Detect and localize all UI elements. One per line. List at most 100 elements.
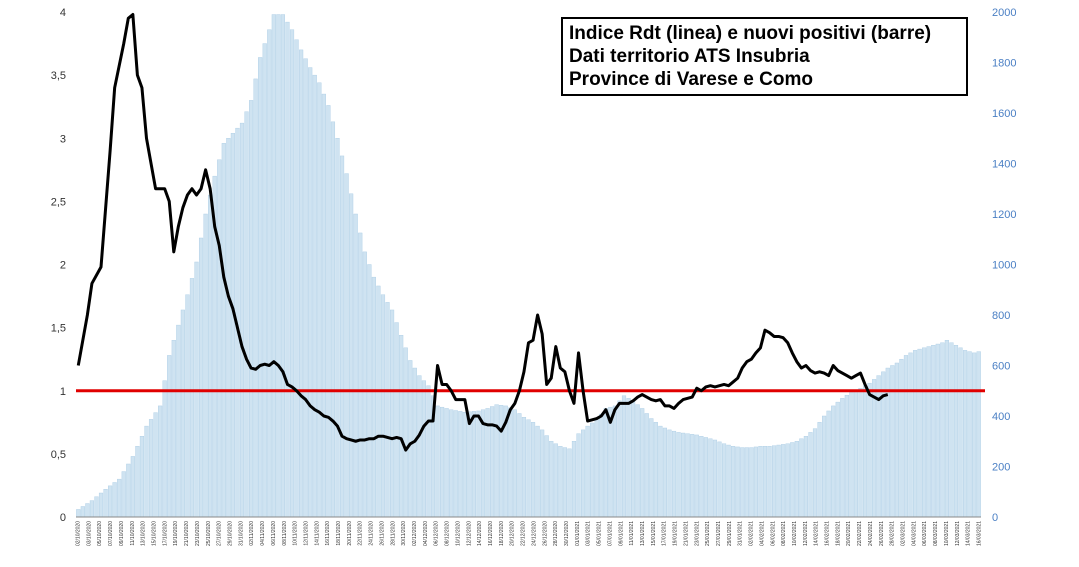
bar	[762, 446, 768, 518]
right-tick-label: 2000	[992, 7, 1016, 19]
bar	[653, 422, 658, 518]
bar	[635, 404, 640, 518]
bar	[671, 430, 677, 518]
bar	[708, 438, 713, 518]
bar	[494, 404, 499, 518]
x-tick-label: 08/11/2020	[282, 521, 288, 546]
bar	[817, 422, 822, 518]
bar	[226, 138, 231, 518]
bar	[499, 405, 504, 518]
bar	[576, 433, 581, 518]
bar	[330, 121, 336, 518]
right-tick-label: 600	[992, 361, 1010, 373]
right-tick-label: 1600	[992, 108, 1016, 120]
x-tick-label: 26/12/2020	[542, 521, 548, 546]
bar	[890, 365, 895, 518]
bar	[326, 105, 331, 518]
bar	[285, 21, 290, 518]
x-tick-label: 08/03/2021	[933, 521, 939, 546]
right-tick-label: 1800	[992, 58, 1016, 70]
bar	[567, 448, 572, 518]
bar	[453, 410, 458, 518]
x-tick-label: 10/02/2021	[792, 521, 798, 546]
bar	[417, 375, 422, 518]
bar	[126, 463, 131, 518]
x-tick-label: 31/01/2021	[738, 521, 744, 546]
bar	[167, 355, 172, 518]
bar	[376, 285, 381, 518]
x-tick-label: 22/11/2020	[358, 521, 364, 546]
bar	[735, 446, 740, 518]
bar	[844, 394, 849, 518]
right-tick-label: 1200	[992, 209, 1016, 221]
bar	[808, 432, 813, 518]
x-axis-ticks: 02/10/2020 03/10/2020 05/10/2020 07/10/2020…	[76, 521, 983, 546]
x-tick-label: 18/02/2021	[835, 521, 841, 546]
x-tick-label: 14/03/2021	[966, 521, 972, 546]
bar	[940, 342, 945, 518]
bar	[299, 49, 304, 518]
x-tick-label: 20/02/2021	[846, 521, 852, 546]
bar	[176, 324, 181, 518]
right-tick-label: 1000	[992, 260, 1016, 272]
bar	[180, 309, 185, 518]
x-tick-label: 17/10/2020	[162, 521, 168, 546]
chart-title-line-3: Province di Varese e Como	[569, 69, 813, 90]
bar	[394, 322, 399, 518]
bar	[244, 111, 249, 518]
bar	[926, 346, 931, 518]
chart-title-line-2: Dati territorio ATS Insubria	[569, 46, 810, 67]
x-tick-label: 02/10/2020	[76, 521, 82, 546]
bar	[358, 232, 363, 518]
bar	[139, 436, 145, 518]
chart-title-box: Indice Rdt (linea) e nuovi positivi (bar…	[561, 17, 968, 96]
x-tick-label: 29/01/2021	[727, 521, 733, 546]
bar	[867, 382, 872, 518]
bar	[135, 446, 140, 518]
bar	[426, 385, 431, 518]
right-tick-label: 200	[992, 462, 1010, 474]
bar	[344, 173, 349, 518]
bar	[185, 294, 190, 518]
bar	[712, 439, 718, 518]
x-tick-label: 24/02/2021	[868, 521, 874, 546]
bar	[239, 122, 245, 518]
left-tick-label: 4	[60, 7, 66, 19]
bar	[767, 446, 772, 518]
bar	[458, 411, 463, 518]
bar	[840, 398, 845, 518]
left-tick-label: 2	[60, 260, 66, 272]
bar	[371, 276, 376, 518]
bar	[581, 429, 586, 518]
x-tick-label: 11/01/2021	[629, 521, 635, 546]
x-tick-label: 14/12/2020	[477, 521, 483, 546]
bar	[835, 401, 840, 518]
left-tick-label: 1,5	[51, 323, 66, 335]
bar	[308, 67, 313, 518]
rdt-line	[76, 13, 889, 452]
x-tick-label: 26/02/2021	[879, 521, 885, 546]
x-tick-label: 12/12/2020	[466, 521, 472, 546]
left-tick-label: 0	[60, 512, 66, 524]
x-tick-label: 13/10/2020	[141, 521, 147, 546]
bar	[108, 485, 113, 518]
x-tick-label: 16/12/2020	[488, 521, 494, 546]
x-tick-label: 25/01/2021	[705, 521, 711, 546]
bar	[508, 407, 513, 518]
x-tick-label: 02/12/2020	[412, 521, 418, 546]
bar	[590, 422, 595, 518]
bar	[681, 432, 686, 518]
bar	[535, 425, 540, 518]
right-tick-label: 800	[992, 310, 1010, 322]
bar	[253, 78, 258, 518]
bar	[649, 418, 654, 518]
x-tick-label: 27/10/2020	[217, 521, 223, 546]
bar	[189, 278, 195, 518]
bar	[640, 408, 645, 518]
bar	[976, 351, 981, 518]
bar	[740, 447, 745, 518]
bar	[249, 100, 254, 518]
bar	[353, 213, 358, 518]
x-tick-label: 15/01/2021	[651, 521, 657, 546]
